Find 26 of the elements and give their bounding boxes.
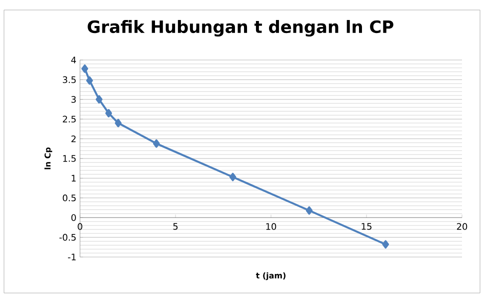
point bbox=[86, 76, 93, 85]
point bbox=[114, 118, 122, 128]
y-tick-label: -1 bbox=[68, 254, 76, 260]
point bbox=[81, 64, 88, 73]
y-tick-label: 1 bbox=[72, 174, 76, 182]
y-tick-label: 4 bbox=[71, 56, 76, 64]
point bbox=[153, 139, 160, 148]
x-tick-label: 0 bbox=[78, 223, 82, 230]
y-tick-label: 3.5 bbox=[62, 76, 76, 84]
x-tick-label: 10 bbox=[266, 223, 276, 230]
y-tick-label: 0 bbox=[71, 214, 76, 221]
x-tick-label: 5 bbox=[173, 223, 178, 230]
y-tick-label: -0.5 bbox=[59, 234, 76, 241]
point bbox=[105, 109, 112, 118]
x-tick-label: 15 bbox=[362, 223, 372, 230]
point bbox=[382, 240, 389, 249]
x-tick-label: 20 bbox=[456, 223, 468, 230]
y-tick-label: 2 bbox=[71, 135, 76, 142]
point bbox=[229, 172, 236, 182]
y-tick-label: 0.5 bbox=[62, 194, 76, 202]
y-tick-label: 3 bbox=[71, 96, 76, 103]
y-tick-label: 1.5 bbox=[63, 155, 76, 162]
y-tick-label: 2.5 bbox=[62, 116, 76, 122]
point bbox=[96, 95, 102, 104]
chart-title: Grafik Hubungan t dengan ln CP bbox=[88, 20, 394, 37]
point bbox=[306, 206, 313, 215]
